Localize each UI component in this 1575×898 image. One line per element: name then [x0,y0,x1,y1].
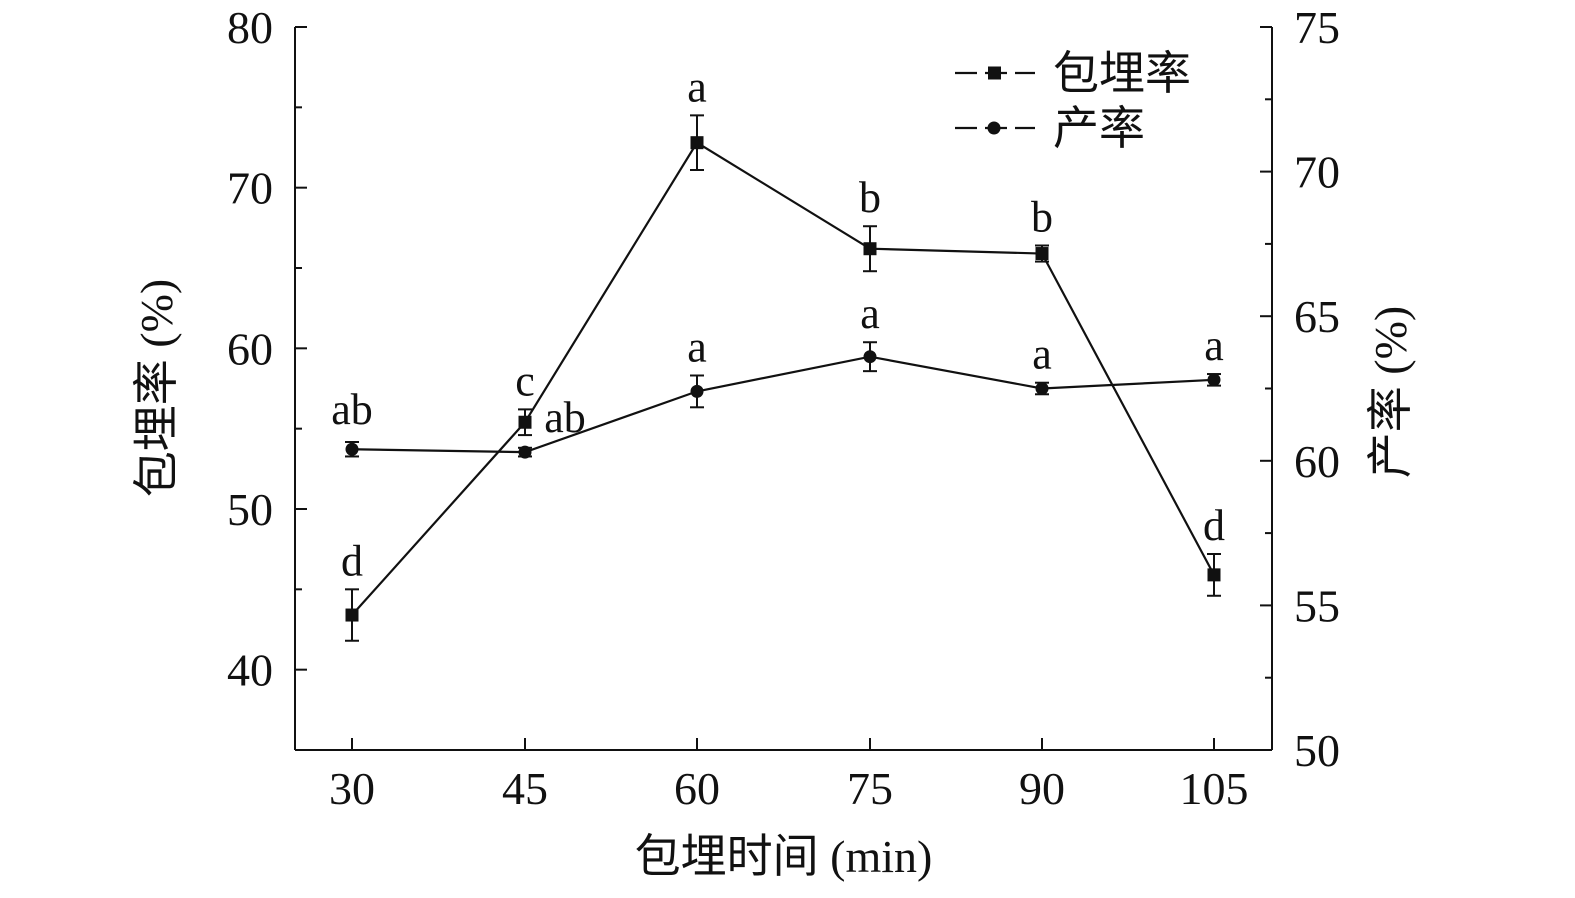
legend-label-2: 产率 [1053,103,1145,154]
significance-label: b [1031,193,1053,242]
data-point-circle [863,350,877,364]
legend-marker-square [988,66,1001,80]
significance-label: a [687,322,707,371]
significance-label: ab [331,385,373,434]
significance-label: b [859,173,881,222]
left-axis-title: 包埋率 (%) [131,279,182,497]
right-axis-tick-label: 65 [1294,291,1340,342]
left-axis-tick-label: 60 [227,323,273,374]
data-point-square [690,136,704,150]
left-axis-tick-label: 70 [227,163,273,214]
significance-label: a [1032,330,1052,379]
x-axis-tick-label: 60 [674,763,720,814]
significance-label: ab [544,393,586,442]
right-axis-tick-label: 50 [1294,725,1340,776]
data-point-square [518,415,532,429]
data-point-circle [690,384,704,398]
x-axis-tick-label: 30 [329,763,375,814]
series-line-2 [351,355,1215,454]
right-axis-tick-label: 70 [1294,147,1340,198]
x-axis-tick-label: 105 [1180,763,1249,814]
data-point-circle [518,445,532,459]
legend-label-1: 包埋率 [1053,48,1191,99]
significance-label: a [687,62,707,111]
data-point-square [345,608,359,622]
right-axis-tick-label: 60 [1294,436,1340,487]
series-line-1 [351,141,1215,616]
data-point-circle [345,442,359,456]
data-point-square [1035,247,1049,261]
left-axis-tick-label: 50 [227,484,273,535]
data-point-circle [1035,382,1049,395]
legend-marker-circle [987,121,1001,135]
significance-label: a [860,289,880,338]
right-axis-title: 产率 (%) [1365,306,1416,478]
significance-label: c [515,356,535,405]
x-axis-tick-label: 45 [502,763,548,814]
significance-label: d [1203,501,1225,550]
right-axis-tick-label: 55 [1294,580,1340,631]
x-axis-title: 包埋时间 (min) [635,831,933,882]
significance-label: a [1204,321,1224,370]
x-axis-tick-label: 90 [1019,763,1065,814]
data-point-square [1207,568,1221,582]
data-point-square [863,242,877,256]
x-axis-tick-label: 75 [847,763,893,814]
data-point-circle [1207,373,1221,387]
left-axis-tick-label: 40 [227,645,273,696]
significance-label: d [341,536,363,585]
right-axis-tick-label: 75 [1294,2,1340,53]
left-axis-tick-label: 80 [227,2,273,53]
